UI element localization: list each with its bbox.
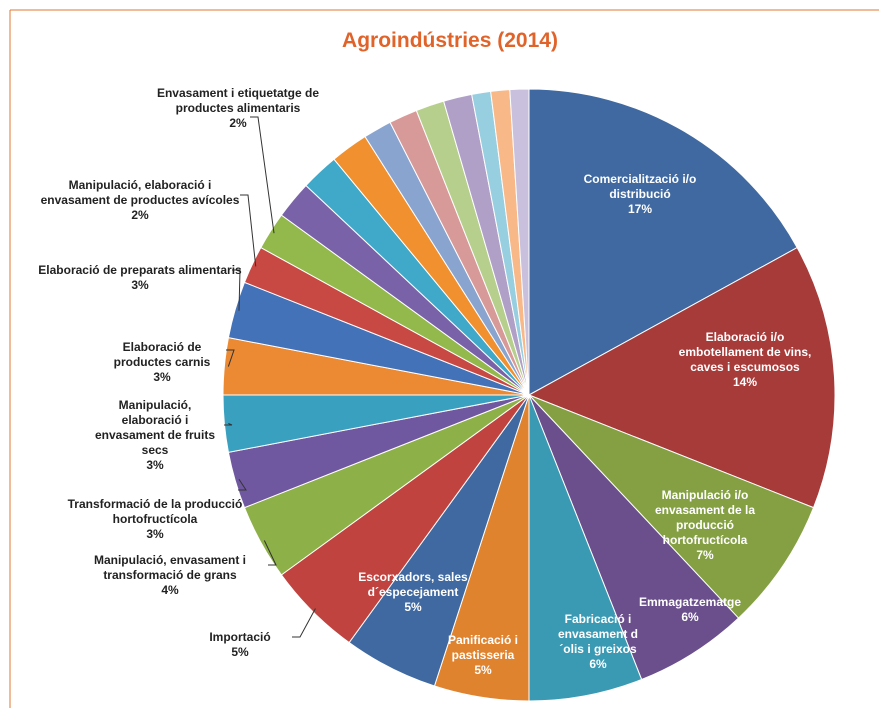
slice-percent: 2% xyxy=(229,116,247,130)
slice-category: Manipulació, elaboració i envasament de … xyxy=(94,398,216,457)
leader-line xyxy=(224,422,233,426)
slice-percent: 6% xyxy=(589,657,607,671)
slice-category: Escorxadors, sales d´especejament xyxy=(358,570,468,599)
slice-label: Fabricació i envasament d´olis i greixos… xyxy=(548,612,648,672)
slice-label: Manipulació, elaboració i envasament de … xyxy=(90,398,220,473)
slice-percent: 5% xyxy=(474,663,492,677)
slice-label: Emmagatzematge 6% xyxy=(630,595,750,625)
slice-category: Elaboració de preparats alimentaris xyxy=(38,263,242,277)
leader-line xyxy=(226,349,235,367)
leader-line xyxy=(232,269,241,311)
slice-label: Envasament i etiquetatge de productes al… xyxy=(133,86,343,131)
slice-percent: 17% xyxy=(627,202,653,216)
slice-label: Importació 5% xyxy=(200,630,280,660)
slice-category: Elaboració de productes carnis xyxy=(113,340,211,369)
leader-line xyxy=(238,478,247,491)
slice-label: Manipulació, envasament i transformació … xyxy=(65,553,275,598)
slice-label: Panificació i pastisseria 5% xyxy=(443,633,523,678)
slice-percent: 3% xyxy=(131,278,149,292)
slice-label: Elaboració de preparats alimentaris 3% xyxy=(35,263,245,293)
slice-percent: 6% xyxy=(681,610,699,624)
slice-category: Fabricació i envasament d´olis i greixos xyxy=(557,612,639,656)
slice-category: Comercialització i/o distribució xyxy=(583,172,697,201)
slice-category: Manipulació, envasament i transformació … xyxy=(93,553,247,582)
slice-label: Elaboració i/o embotellament de vins, ca… xyxy=(670,330,820,390)
slice-category: Emmagatzematge xyxy=(638,595,742,609)
pie-slice xyxy=(509,88,530,396)
leader-line xyxy=(250,116,275,234)
slice-label: Elaboració de productes carnis 3% xyxy=(97,340,227,385)
leader-line xyxy=(240,194,257,267)
slice-label: Manipulació i/o envasament de la producc… xyxy=(645,488,765,563)
slice-percent: 7% xyxy=(696,548,714,562)
slice-category: Manipulació i/o envasament de la producc… xyxy=(654,488,756,547)
slice-percent: 5% xyxy=(231,645,249,659)
slice-percent: 4% xyxy=(161,583,179,597)
slice-category: Transformació de la producció hortofruct… xyxy=(67,497,243,526)
slice-percent: 3% xyxy=(146,527,164,541)
slice-percent: 14% xyxy=(732,375,758,389)
leader-line xyxy=(292,608,316,638)
slice-percent: 3% xyxy=(146,458,164,472)
slice-percent: 3% xyxy=(153,370,171,384)
slice-label: Escorxadors, sales d´especejament 5% xyxy=(358,570,468,615)
slice-category: Panificació i pastisseria xyxy=(447,633,519,662)
slice-category: Envasament i etiquetatge de productes al… xyxy=(156,86,320,115)
slice-label: Comercialització i/o distribució 17% xyxy=(565,172,715,217)
pie-slice xyxy=(528,394,815,619)
slice-category: Manipulació, elaboració i envasament de … xyxy=(40,178,240,207)
slice-label: Transformació de la producció hortofruct… xyxy=(65,497,245,542)
leader-line xyxy=(263,540,277,566)
slice-label: Manipulació, elaboració i envasament de … xyxy=(35,178,245,223)
slice-percent: 5% xyxy=(404,600,422,614)
slice-percent: 2% xyxy=(131,208,149,222)
slice-category: Elaboració i/o embotellament de vins, ca… xyxy=(678,330,812,374)
chart-title: Agroindústries (2014) xyxy=(342,29,558,52)
slice-category: Importació xyxy=(209,630,271,644)
pie-slice xyxy=(528,88,798,396)
pie-slice xyxy=(527,246,836,509)
